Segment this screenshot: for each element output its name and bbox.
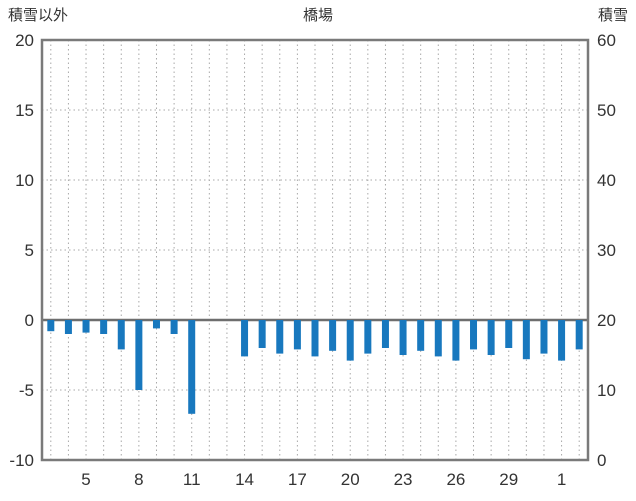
bar <box>558 320 566 361</box>
bar <box>152 320 160 329</box>
x-axis-tick-label: 20 <box>341 470 360 489</box>
x-axis-tick-label: 23 <box>394 470 413 489</box>
right-axis-tick-label: 60 <box>597 31 616 50</box>
plot-border <box>40 38 590 462</box>
x-axis-tick-label: 8 <box>134 470 143 489</box>
bar <box>100 320 108 334</box>
bar <box>487 320 495 355</box>
right-axis-title: 積雪 <box>597 7 628 24</box>
bar <box>505 320 513 348</box>
x-axis-tick-label: 26 <box>446 470 465 489</box>
bar <box>399 320 407 355</box>
left-axis-tick-label: -10 <box>9 451 34 470</box>
bar <box>135 320 143 390</box>
bar <box>364 320 372 354</box>
bar <box>241 320 249 357</box>
bar <box>417 320 425 351</box>
x-axis-tick-label: 11 <box>183 470 201 489</box>
x-axis-tick-label: 14 <box>235 470 254 489</box>
left-axis-tick-label: 5 <box>25 241 34 260</box>
bar <box>470 320 478 350</box>
right-axis-tick-label: 20 <box>597 311 616 330</box>
bar <box>311 320 319 357</box>
bar <box>117 320 125 350</box>
bar <box>329 320 337 351</box>
left-axis-title: 積雪以外 <box>8 7 69 24</box>
right-axis-tick-label: 30 <box>597 241 616 260</box>
left-axis-tick-label: 20 <box>15 31 34 50</box>
bar <box>434 320 442 357</box>
bar <box>188 320 196 414</box>
bar <box>575 320 583 350</box>
bar <box>522 320 530 360</box>
x-axis-tick-label: 1 <box>557 470 566 489</box>
left-axis-tick-label: 0 <box>25 311 34 330</box>
bar <box>64 320 72 334</box>
bar <box>258 320 266 348</box>
right-axis-tick-label: 10 <box>597 381 616 400</box>
bar <box>170 320 178 334</box>
chart-title: 橋場 <box>302 7 333 24</box>
bar <box>381 320 389 348</box>
left-axis-tick-label: 15 <box>15 101 34 120</box>
left-axis-tick-label: 10 <box>15 171 34 190</box>
bar <box>293 320 301 350</box>
x-axis-tick-label: 5 <box>81 470 90 489</box>
right-axis-tick-label: 40 <box>597 171 616 190</box>
right-axis-tick-label: 50 <box>597 101 616 120</box>
bar <box>452 320 460 361</box>
bar <box>82 320 90 333</box>
left-axis-tick-label: -5 <box>19 381 34 400</box>
bar <box>276 320 284 354</box>
bar <box>540 320 548 354</box>
x-axis-tick-label: 29 <box>499 470 518 489</box>
right-axis-tick-label: 0 <box>597 451 606 470</box>
bar <box>47 320 55 332</box>
bar <box>346 320 354 361</box>
x-axis-tick-label: 17 <box>288 470 307 489</box>
